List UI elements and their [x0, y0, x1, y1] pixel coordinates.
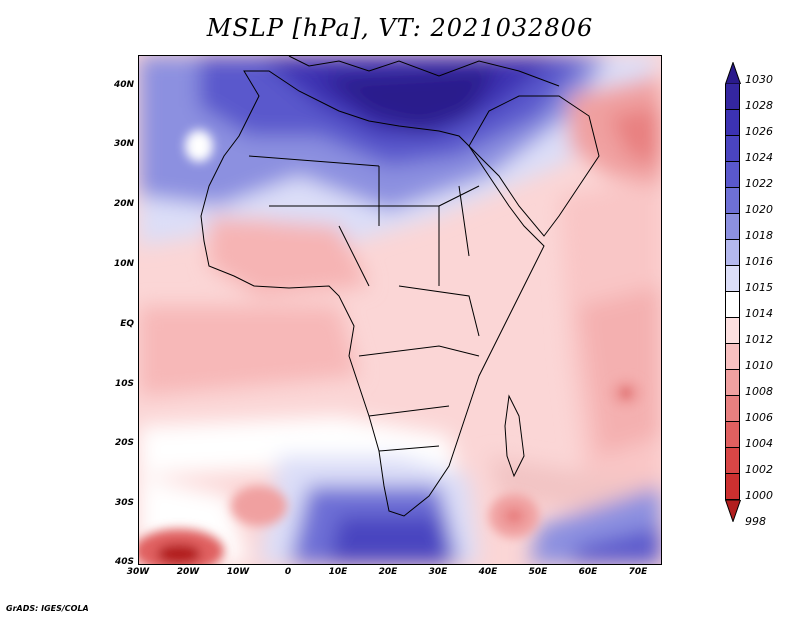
colorbar-segment: [725, 84, 740, 110]
credit-text: GrADS: IGES/COLA: [6, 604, 89, 613]
lat-label-30n: 30N: [113, 139, 134, 149]
colorbar-label: 998: [745, 515, 766, 528]
colorbar-segment: [725, 214, 740, 240]
lat-label-eq: EQ: [120, 319, 134, 329]
map-plot-area: [138, 55, 662, 565]
lon-label-20w: 20W: [176, 567, 200, 577]
lon-label-40e: 40E: [478, 567, 498, 577]
colorbar-label: 1022: [745, 177, 773, 190]
colorbar-segment: [725, 136, 740, 162]
lat-label-40n: 40N: [113, 80, 134, 90]
pressure-lows: [139, 130, 642, 564]
colorbar-segment: [725, 266, 740, 292]
colorbar-segment: [725, 396, 740, 422]
lat-label-20n: 20N: [113, 199, 134, 209]
colorbar-segment: [725, 292, 740, 318]
colorbar-label: 1026: [745, 125, 773, 138]
colorbar-label: 1006: [745, 411, 773, 424]
colorbar-segment: [725, 110, 740, 136]
pressure-map: [139, 56, 661, 564]
lon-label-70e: 70E: [628, 567, 648, 577]
colorbar-segment: [725, 448, 740, 474]
colorbar-label: 1015: [745, 281, 773, 294]
lon-label-20e: 20E: [378, 567, 398, 577]
colorbar-label: 1014: [745, 307, 773, 320]
lat-label-30s: 30S: [114, 498, 134, 508]
colorbar-label: 1008: [745, 385, 773, 398]
colorbar-label: 1000: [745, 489, 773, 502]
lon-label-50e: 50E: [528, 567, 548, 577]
lon-label-10e: 10E: [328, 567, 348, 577]
colorbar-label: 1020: [745, 203, 773, 216]
lat-label-10s: 10S: [114, 379, 134, 389]
colorbar-label: 1004: [745, 437, 773, 450]
colorbar-segment: [725, 370, 740, 396]
lat-label-40s: 40S: [114, 557, 134, 567]
colorbar-bottom-arrow: [725, 500, 741, 522]
lon-label-30e: 30E: [428, 567, 448, 577]
coastlines: [200, 56, 600, 517]
lon-label-30w: 30W: [126, 567, 150, 577]
lon-label-10w: 10W: [226, 567, 250, 577]
colorbar-segment: [725, 162, 740, 188]
colorbar-label: 1030: [745, 73, 773, 86]
colorbar-label: 1024: [745, 151, 773, 164]
colorbar-label: 1012: [745, 333, 773, 346]
colorbar-top-arrow: [725, 62, 741, 84]
colorbar-label: 1016: [745, 255, 773, 268]
colorbar-segment: [725, 344, 740, 370]
colorbar-segment: [725, 240, 740, 266]
colorbar-label: 1028: [745, 99, 773, 112]
colorbar-segment: [725, 422, 740, 448]
colorbar-label: 1010: [745, 359, 773, 372]
lat-label-20s: 20S: [114, 438, 134, 448]
colorbar-label: 1018: [745, 229, 773, 242]
lat-label-10n: 10N: [113, 259, 134, 269]
colorbar-segment: [725, 474, 740, 500]
colorbar-segment: [725, 318, 740, 344]
map-title: MSLP [hPa], VT: 2021032806: [206, 14, 594, 42]
colorbar-label: 1002: [745, 463, 773, 476]
colorbar-segment: [725, 188, 740, 214]
lon-label-0: 0: [284, 567, 292, 577]
lon-label-60e: 60E: [578, 567, 598, 577]
